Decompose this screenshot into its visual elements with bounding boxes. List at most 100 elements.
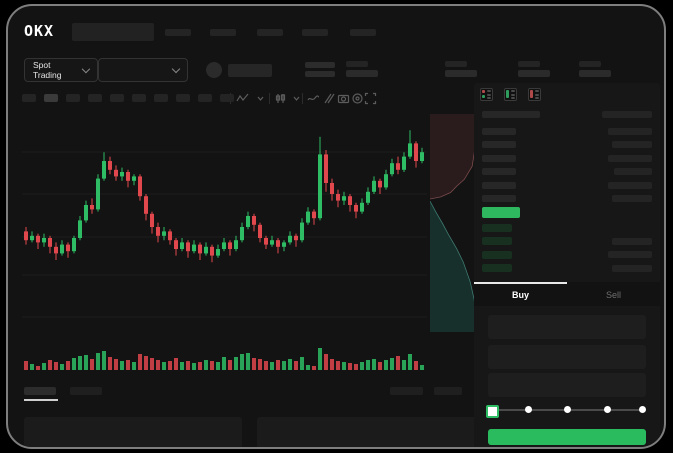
chevron-down-icon[interactable] — [254, 92, 267, 105]
timeframe-button[interactable] — [22, 94, 36, 102]
bid-row[interactable] — [482, 250, 652, 259]
volume-bar — [54, 362, 58, 370]
buy-button[interactable] — [488, 429, 646, 445]
ask-row[interactable] — [482, 154, 652, 162]
ask-row[interactable] — [482, 181, 652, 189]
ask-row[interactable] — [482, 128, 652, 135]
tab-sell[interactable]: Sell — [605, 290, 621, 300]
candle-body — [336, 194, 340, 201]
fullscreen-icon[interactable] — [364, 92, 377, 105]
book-combined-icon[interactable] — [480, 88, 493, 101]
candle-body — [24, 231, 28, 241]
volume-bar — [216, 362, 220, 370]
volume-bar — [318, 348, 322, 370]
candle-body — [42, 238, 46, 243]
candle-body — [222, 242, 226, 249]
book-bids-icon[interactable] — [504, 88, 517, 101]
candle-body — [192, 244, 196, 252]
draw-tool-icon[interactable] — [322, 92, 335, 105]
candle-body — [126, 172, 130, 181]
timeframe-button[interactable] — [110, 94, 124, 102]
timeframe-button[interactable] — [154, 94, 168, 102]
volume-bar — [84, 355, 88, 370]
candlestick-chart[interactable] — [22, 112, 427, 337]
volume-bar — [312, 366, 316, 370]
volume-bar — [396, 356, 400, 370]
chevron-down-icon — [82, 64, 91, 73]
volume-bar — [402, 360, 406, 370]
search-input[interactable] — [72, 23, 154, 41]
line-tool-icon[interactable] — [307, 92, 320, 105]
candle-body — [204, 246, 208, 254]
candle-body — [78, 220, 82, 238]
timeframe-button[interactable] — [66, 94, 80, 102]
ask-row[interactable] — [482, 141, 652, 149]
volume-bar — [102, 351, 106, 370]
chevron-down-icon[interactable] — [290, 92, 303, 105]
camera-icon[interactable] — [337, 92, 350, 105]
volume-bar — [288, 359, 292, 370]
candle-type-icon[interactable] — [274, 92, 287, 105]
candle-body — [264, 238, 268, 245]
total-input[interactable] — [488, 373, 646, 397]
candle-body — [132, 176, 136, 181]
amount-input[interactable] — [488, 345, 646, 369]
chart-style-icon[interactable] — [236, 92, 249, 105]
volume-bar — [324, 354, 328, 370]
timeframe-button[interactable] — [44, 94, 58, 102]
active-tab-underline — [24, 399, 58, 401]
volume-bar — [258, 359, 262, 370]
ask-row[interactable] — [482, 168, 652, 176]
book-asks-icon[interactable] — [528, 88, 541, 101]
bid-row[interactable] — [482, 224, 652, 232]
timeframe-button[interactable] — [198, 94, 212, 102]
slider-stop[interactable] — [486, 405, 499, 418]
slider-stop[interactable] — [564, 406, 571, 413]
timeframe-button[interactable] — [132, 94, 146, 102]
volume-bar — [384, 360, 388, 370]
slider-stop[interactable] — [603, 406, 611, 413]
candle-body — [108, 161, 112, 170]
bid-row[interactable] — [482, 264, 652, 273]
settings-icon[interactable] — [351, 92, 364, 105]
slider-stop[interactable] — [639, 406, 646, 413]
okx-logo: OKX — [24, 22, 55, 40]
candle-body — [48, 238, 52, 247]
bid-row[interactable] — [482, 237, 652, 246]
volume-bar — [420, 365, 424, 370]
amount-percent-slider[interactable] — [486, 403, 646, 418]
timeframe-button[interactable] — [88, 94, 102, 102]
price-input[interactable] — [488, 315, 646, 339]
nav-item-skeleton[interactable] — [257, 29, 283, 36]
history-tab-skeleton[interactable] — [70, 387, 102, 395]
volume-bar — [114, 359, 118, 370]
volume-bar — [24, 361, 28, 370]
bid-depth-area — [430, 201, 479, 332]
volume-bar — [90, 359, 94, 370]
volume-bar — [174, 358, 178, 370]
nav-item-skeleton[interactable] — [350, 29, 376, 36]
candle-body — [54, 246, 58, 254]
orders-panel-left — [24, 417, 242, 447]
tab-buy[interactable]: Buy — [474, 282, 567, 306]
timeframe-button[interactable] — [220, 94, 234, 102]
nav-item-skeleton[interactable] — [302, 29, 328, 36]
market-type-dropdown[interactable]: Spot Trading — [24, 58, 98, 82]
candle-body — [288, 235, 292, 243]
orders-control-skeleton[interactable] — [434, 387, 462, 395]
timeframe-button[interactable] — [176, 94, 190, 102]
pair-selector-dropdown[interactable] — [98, 58, 188, 82]
volume-bar — [234, 357, 238, 370]
candle-body — [330, 183, 334, 194]
ask-row[interactable] — [482, 195, 652, 202]
orders-tab-skeleton[interactable] — [24, 387, 56, 395]
nav-item-skeleton[interactable] — [210, 29, 236, 36]
stat-label-skeleton — [518, 61, 540, 67]
volume-chart — [24, 348, 424, 370]
volume-bar — [276, 360, 280, 370]
candle-body — [276, 240, 280, 247]
nav-item-skeleton[interactable] — [165, 29, 191, 36]
slider-stop[interactable] — [524, 406, 532, 413]
orders-control-skeleton[interactable] — [390, 387, 423, 395]
candle-body — [138, 176, 142, 197]
